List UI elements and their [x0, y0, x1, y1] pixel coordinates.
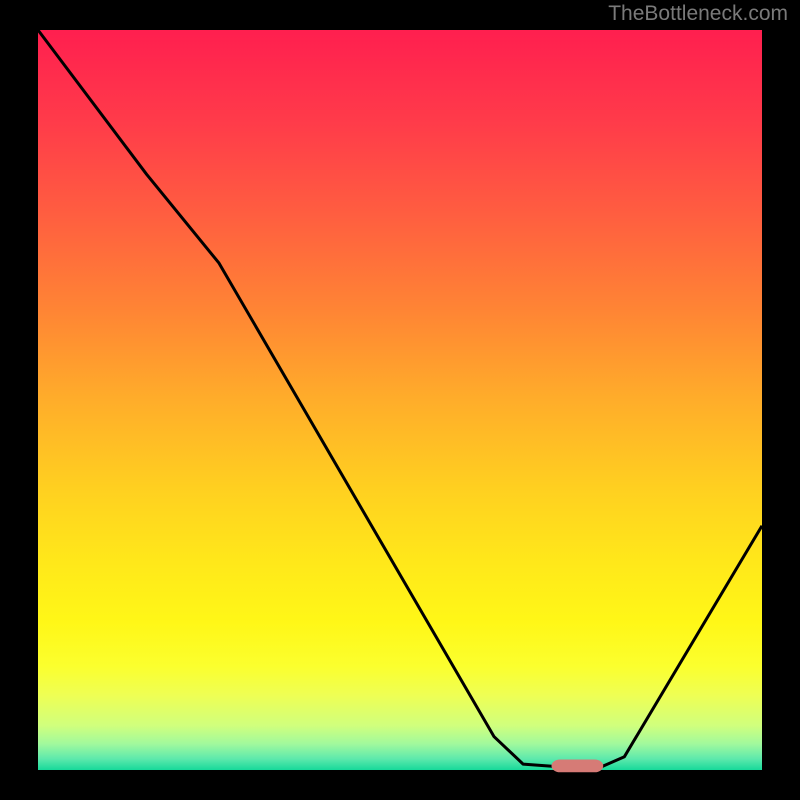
optimum-marker [552, 760, 603, 772]
chart-svg [0, 0, 800, 800]
watermark-text: TheBottleneck.com [608, 2, 788, 26]
plot-background [38, 30, 762, 770]
